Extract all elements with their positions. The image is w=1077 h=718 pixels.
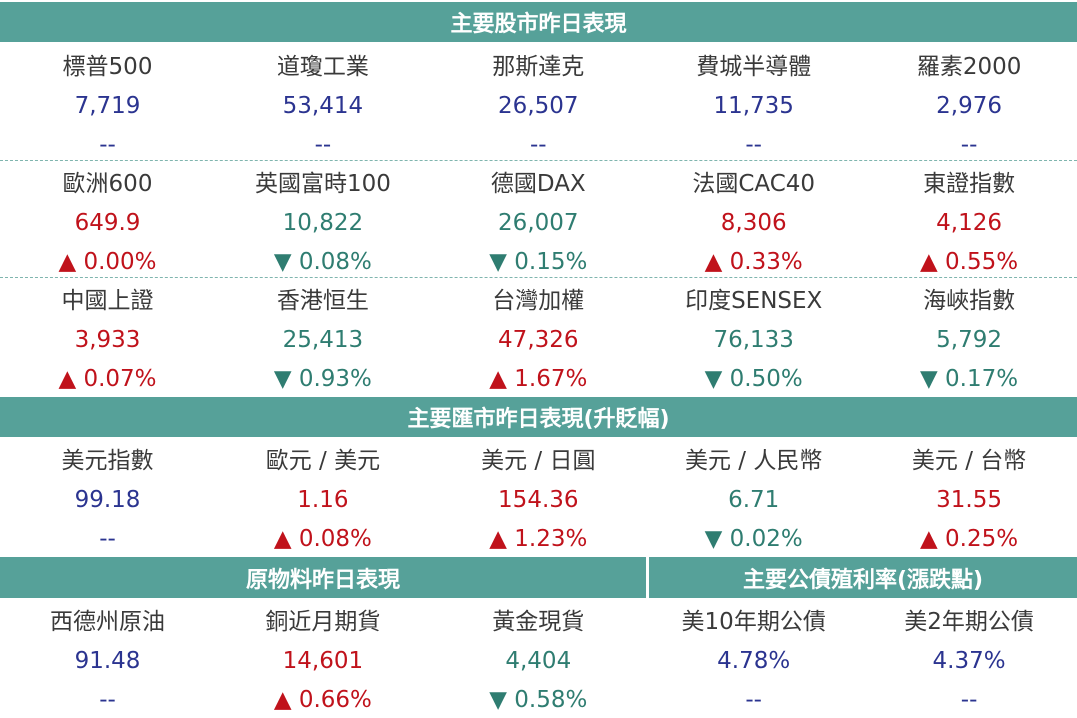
item-value: 4,404	[505, 648, 572, 674]
item-change: ▼ 0.17%	[920, 366, 1019, 392]
item-name: 美2年期公債	[904, 609, 1034, 635]
item-value: 154.36	[498, 487, 579, 513]
item-change: ▲ 0.66%	[273, 687, 372, 713]
item-name: 法國CAC40	[692, 171, 816, 197]
item-name: 道瓊工業	[276, 54, 369, 80]
item-change: ▼ 0.93%	[273, 366, 372, 392]
item-value: 26,007	[498, 210, 579, 236]
item-change: ▼ 0.02%	[704, 526, 803, 552]
item-change: ▲ 0.00%	[58, 249, 157, 275]
item-name: 英國富時100	[254, 171, 391, 197]
item-change: ▲ 0.07%	[58, 366, 157, 392]
item-change: ▼ 0.15%	[489, 249, 588, 275]
item-change: --	[529, 132, 547, 158]
item-change: --	[99, 687, 116, 713]
item-value: 31.55	[936, 487, 1003, 513]
item-name: 歐洲600	[62, 171, 153, 197]
section-header: 原物料昨日表現	[0, 557, 646, 598]
item-change: ▲ 0.08%	[273, 526, 372, 552]
item-change: ▼ 0.50%	[704, 366, 803, 392]
item-name: 美元 / 人民幣	[685, 448, 823, 474]
row-divider	[0, 277, 1077, 278]
item-name: 那斯達克	[492, 54, 585, 80]
item-name: 東證指數	[923, 171, 1016, 197]
item-change: --	[314, 132, 332, 158]
item-value: 76,133	[713, 327, 794, 353]
item-name: 美元指數	[61, 448, 154, 474]
item-change: ▲ 0.25%	[920, 526, 1019, 552]
item-change: ▲ 1.67%	[489, 366, 588, 392]
item-value: 2,976	[936, 93, 1003, 119]
item-name: 歐元 / 美元	[265, 448, 381, 474]
item-value: 4.37%	[932, 648, 1006, 674]
item-value: 6.71	[728, 487, 780, 513]
item-name: 羅素2000	[916, 54, 1022, 80]
section-header: 主要公債殖利率(漲跌點)	[649, 557, 1077, 598]
item-value: 1.16	[297, 487, 349, 513]
item-name: 中國上證	[61, 288, 154, 314]
item-name: 台灣加權	[492, 288, 585, 314]
item-value: 47,326	[498, 327, 579, 353]
item-name: 海峽指數	[923, 288, 1016, 314]
item-change: --	[745, 687, 762, 713]
item-change: --	[960, 687, 978, 713]
item-name: 銅近月期貨	[265, 609, 381, 635]
item-change: --	[745, 132, 762, 158]
item-value: 649.9	[74, 210, 141, 236]
item-value: 8,306	[720, 210, 787, 236]
item-value: 53,414	[282, 93, 364, 119]
item-value: 7,719	[74, 93, 141, 119]
item-value: 11,735	[713, 93, 794, 119]
item-value: 14,601	[282, 648, 364, 674]
item-value: 5,792	[936, 327, 1003, 353]
row-divider	[0, 160, 1077, 161]
item-change: ▲ 1.23%	[489, 526, 588, 552]
item-name: 印度SENSEX	[685, 288, 823, 314]
item-value: 4.78%	[717, 648, 791, 674]
item-value: 99.18	[74, 487, 141, 513]
item-change: ▲ 0.33%	[704, 249, 803, 275]
item-change: ▼ 0.58%	[489, 687, 588, 713]
item-change: --	[99, 132, 116, 158]
item-name: 美元 / 台幣	[911, 448, 1027, 474]
item-value: 10,822	[282, 210, 364, 236]
item-value: 26,507	[498, 93, 579, 119]
item-name: 美10年期公債	[681, 609, 826, 635]
item-change: ▲ 0.55%	[920, 249, 1019, 275]
item-name: 費城半導體	[696, 54, 812, 80]
section-header: 主要股市昨日表現	[0, 2, 1077, 42]
item-value: 91.48	[74, 648, 141, 674]
item-value: 4,126	[936, 210, 1003, 236]
item-value: 3,933	[74, 327, 141, 353]
item-change: ▼ 0.08%	[273, 249, 372, 275]
item-name: 香港恒生	[276, 288, 369, 314]
item-name: 美元 / 日圓	[481, 448, 596, 474]
item-name: 西德州原油	[50, 609, 165, 635]
item-name: 黃金現貨	[492, 609, 585, 635]
item-change: --	[99, 526, 116, 552]
item-name: 德國DAX	[490, 171, 586, 197]
item-value: 25,413	[282, 327, 364, 353]
section-header: 主要匯市昨日表現(升貶幅)	[0, 397, 1077, 437]
item-name: 標普500	[62, 54, 153, 80]
item-change: --	[960, 132, 978, 158]
